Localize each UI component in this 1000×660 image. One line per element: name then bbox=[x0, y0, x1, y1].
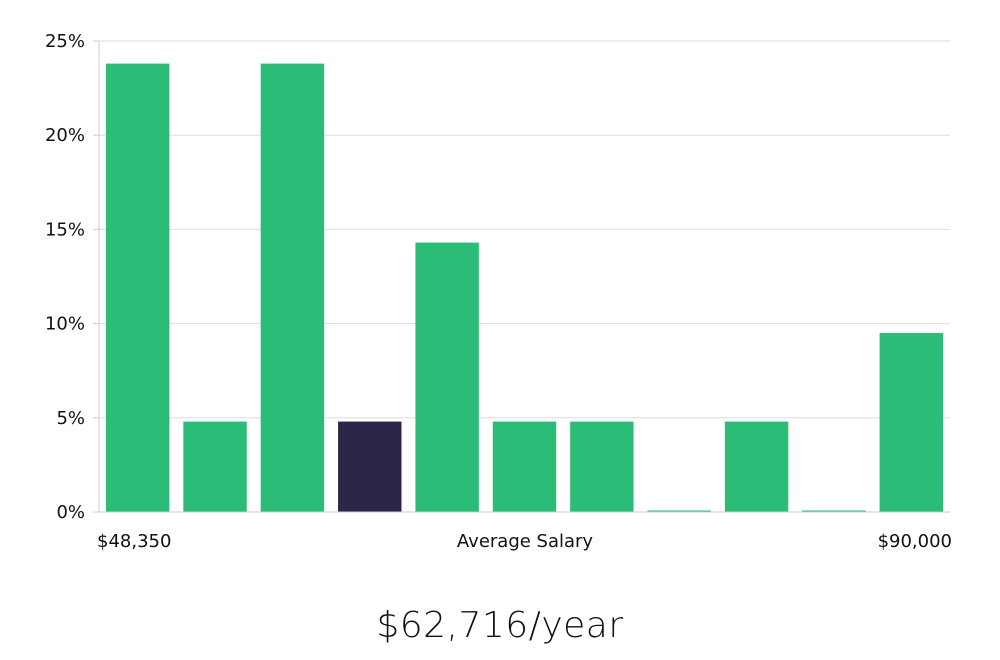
bar bbox=[415, 242, 479, 512]
x-max-label: $90,000 bbox=[878, 531, 952, 552]
bars bbox=[105, 63, 944, 513]
y-tick-label: 10% bbox=[45, 314, 85, 335]
y-tick-label: 0% bbox=[56, 502, 85, 523]
bar bbox=[802, 510, 866, 512]
bar bbox=[105, 63, 170, 513]
gridlines bbox=[99, 40, 950, 419]
bar bbox=[570, 421, 634, 512]
y-tick-label: 5% bbox=[56, 408, 85, 429]
bar-highlighted bbox=[338, 421, 402, 512]
salary-histogram: 0%5%10%15%20%25% $48,350 Average Salary … bbox=[45, 31, 952, 552]
x-axis-title: Average Salary bbox=[457, 531, 594, 552]
bar bbox=[183, 421, 247, 512]
bar bbox=[492, 421, 557, 512]
y-tick-label: 15% bbox=[45, 219, 85, 240]
x-min-label: $48,350 bbox=[97, 531, 171, 552]
average-salary-value: $62,716/year bbox=[376, 605, 624, 646]
bar bbox=[647, 510, 711, 512]
bar bbox=[260, 63, 325, 513]
bar bbox=[879, 333, 944, 512]
bar bbox=[724, 421, 789, 512]
y-axis-ticks: 0% 5% 10% 15% 20% 25% bbox=[45, 31, 99, 523]
y-tick-label: 25% bbox=[45, 31, 85, 52]
y-tick-label: 20% bbox=[45, 125, 85, 146]
